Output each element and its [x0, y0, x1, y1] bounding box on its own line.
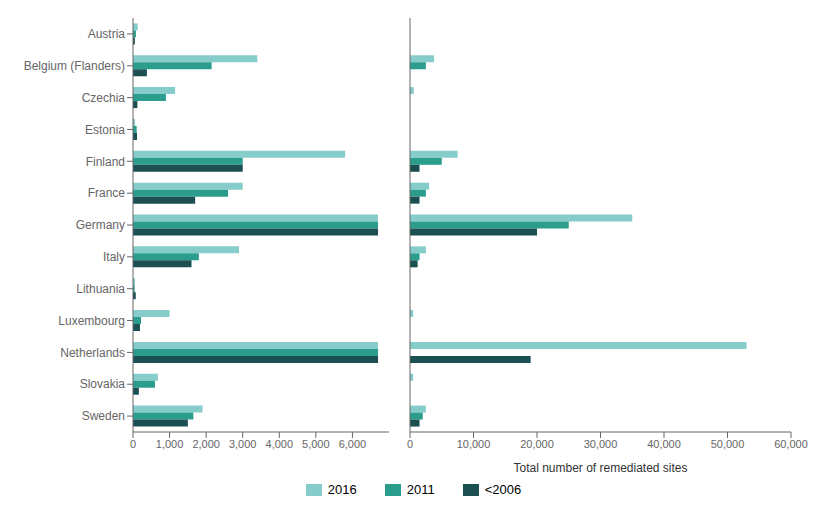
svg-text:50,000: 50,000: [711, 438, 745, 450]
svg-text:Belgium (Flanders): Belgium (Flanders): [24, 59, 125, 73]
svg-text:Austria: Austria: [88, 27, 126, 41]
svg-text:10,000: 10,000: [457, 438, 491, 450]
svg-text:3,000: 3,000: [229, 438, 257, 450]
svg-text:4,000: 4,000: [266, 438, 294, 450]
html-text:<2006: <2006: [484, 482, 522, 497]
svg-text:5,000: 5,000: [302, 438, 330, 450]
svg-text:2,000: 2,000: [192, 438, 220, 450]
svg-text:0: 0: [130, 438, 136, 450]
svg-text:Sweden: Sweden: [82, 409, 125, 423]
html-text:2011: 2011: [406, 482, 435, 497]
svg-text:Italy: Italy: [103, 250, 125, 264]
svg-text:1,000: 1,000: [156, 438, 184, 450]
svg-text:Estonia: Estonia: [85, 123, 125, 137]
svg-text:Total number of remediated sit: Total number of remediated sites: [513, 461, 687, 475]
svg-text:60,000: 60,000: [774, 438, 808, 450]
svg-text:6,000: 6,000: [339, 438, 367, 450]
svg-text:0: 0: [407, 438, 413, 450]
svg-text:30,000: 30,000: [584, 438, 618, 450]
svg-text:40,000: 40,000: [647, 438, 681, 450]
html-text:2016: 2016: [327, 482, 357, 497]
svg-text:Luxembourg: Luxembourg: [58, 314, 125, 328]
svg-text:Germany: Germany: [76, 218, 125, 232]
svg-text:France: France: [88, 186, 126, 200]
svg-text:Finland: Finland: [86, 155, 125, 169]
svg-text:Czechia: Czechia: [82, 91, 126, 105]
svg-text:Lithuania: Lithuania: [76, 282, 125, 296]
svg-text:Netherlands: Netherlands: [60, 346, 125, 360]
svg-text:Slovakia: Slovakia: [80, 377, 126, 391]
svg-text:20,000: 20,000: [520, 438, 554, 450]
